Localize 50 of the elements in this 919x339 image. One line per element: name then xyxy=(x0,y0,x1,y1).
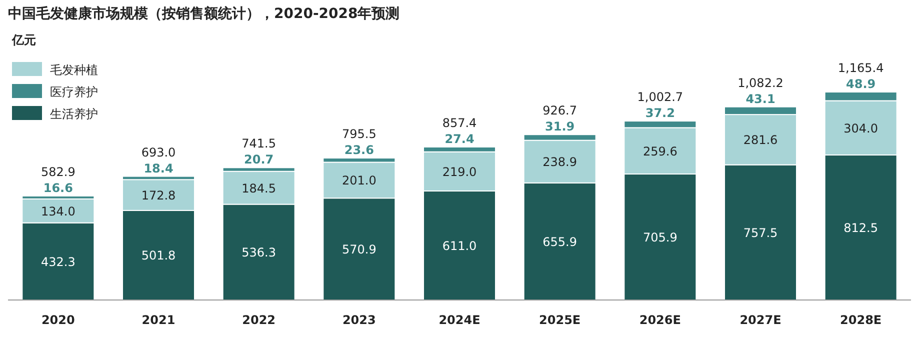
total-label: 795.5 xyxy=(342,127,376,142)
legend-label: 生活养护 xyxy=(50,107,98,121)
x-tick-label: 2022 xyxy=(242,313,276,327)
legend-label: 毛发种植 xyxy=(50,63,98,77)
x-tick-label: 2024E xyxy=(438,313,480,327)
x-tick-label: 2020 xyxy=(41,313,75,327)
total-label: 857.4 xyxy=(442,116,477,130)
data-label: 705.9 xyxy=(642,230,678,245)
data-label: 655.9 xyxy=(542,234,578,249)
total-label: 693.0 xyxy=(141,145,176,160)
data-label: 48.9 xyxy=(846,77,876,91)
data-label: 259.6 xyxy=(642,144,678,158)
x-tick-label: 2021 xyxy=(142,313,176,327)
data-label: 304.0 xyxy=(844,121,878,136)
data-label: 20.7 xyxy=(244,152,274,167)
x-tick-label: 2025E xyxy=(539,313,581,327)
x-tick-label: 2023 xyxy=(342,313,376,327)
x-tick-label: 2027E xyxy=(740,313,782,327)
data-label: 501.8 xyxy=(141,248,176,263)
y-axis-title: 亿元 xyxy=(11,33,36,47)
data-label: 201.0 xyxy=(342,174,376,188)
total-label: 741.5 xyxy=(242,136,276,151)
data-label: 27.4 xyxy=(444,132,474,146)
legend-label: 医疗养护 xyxy=(50,85,98,99)
data-label: 536.3 xyxy=(242,246,276,260)
data-label: 16.6 xyxy=(43,180,73,195)
total-label: 926.7 xyxy=(542,104,578,118)
total-label: 1,002.7 xyxy=(637,90,684,104)
data-label: 134.0 xyxy=(40,204,76,218)
data-label: 31.9 xyxy=(545,120,575,134)
data-label: 238.9 xyxy=(542,155,578,170)
total-label: 1,082.2 xyxy=(738,76,784,90)
data-label: 812.5 xyxy=(844,220,878,235)
x-tick-label: 2026E xyxy=(639,313,681,327)
chart-title: 中国毛发健康市场规模（按销售额统计），2020-2028年预测 xyxy=(8,5,400,22)
total-label: 1,165.4 xyxy=(838,61,884,75)
data-label: 37.2 xyxy=(645,106,675,120)
total-label: 582.9 xyxy=(40,164,76,179)
data-label: 172.8 xyxy=(141,188,176,203)
data-label: 23.6 xyxy=(344,143,374,158)
data-label: 570.9 xyxy=(342,242,376,257)
data-label: 219.0 xyxy=(442,164,477,179)
data-label: 432.3 xyxy=(40,254,76,269)
data-label: 184.5 xyxy=(242,181,276,196)
data-label: 281.6 xyxy=(743,133,778,148)
data-label: 18.4 xyxy=(144,161,174,176)
x-tick-label: 2028E xyxy=(840,313,882,327)
data-label: 757.5 xyxy=(743,226,778,240)
data-label: 611.0 xyxy=(442,238,477,253)
data-label: 43.1 xyxy=(746,92,776,106)
